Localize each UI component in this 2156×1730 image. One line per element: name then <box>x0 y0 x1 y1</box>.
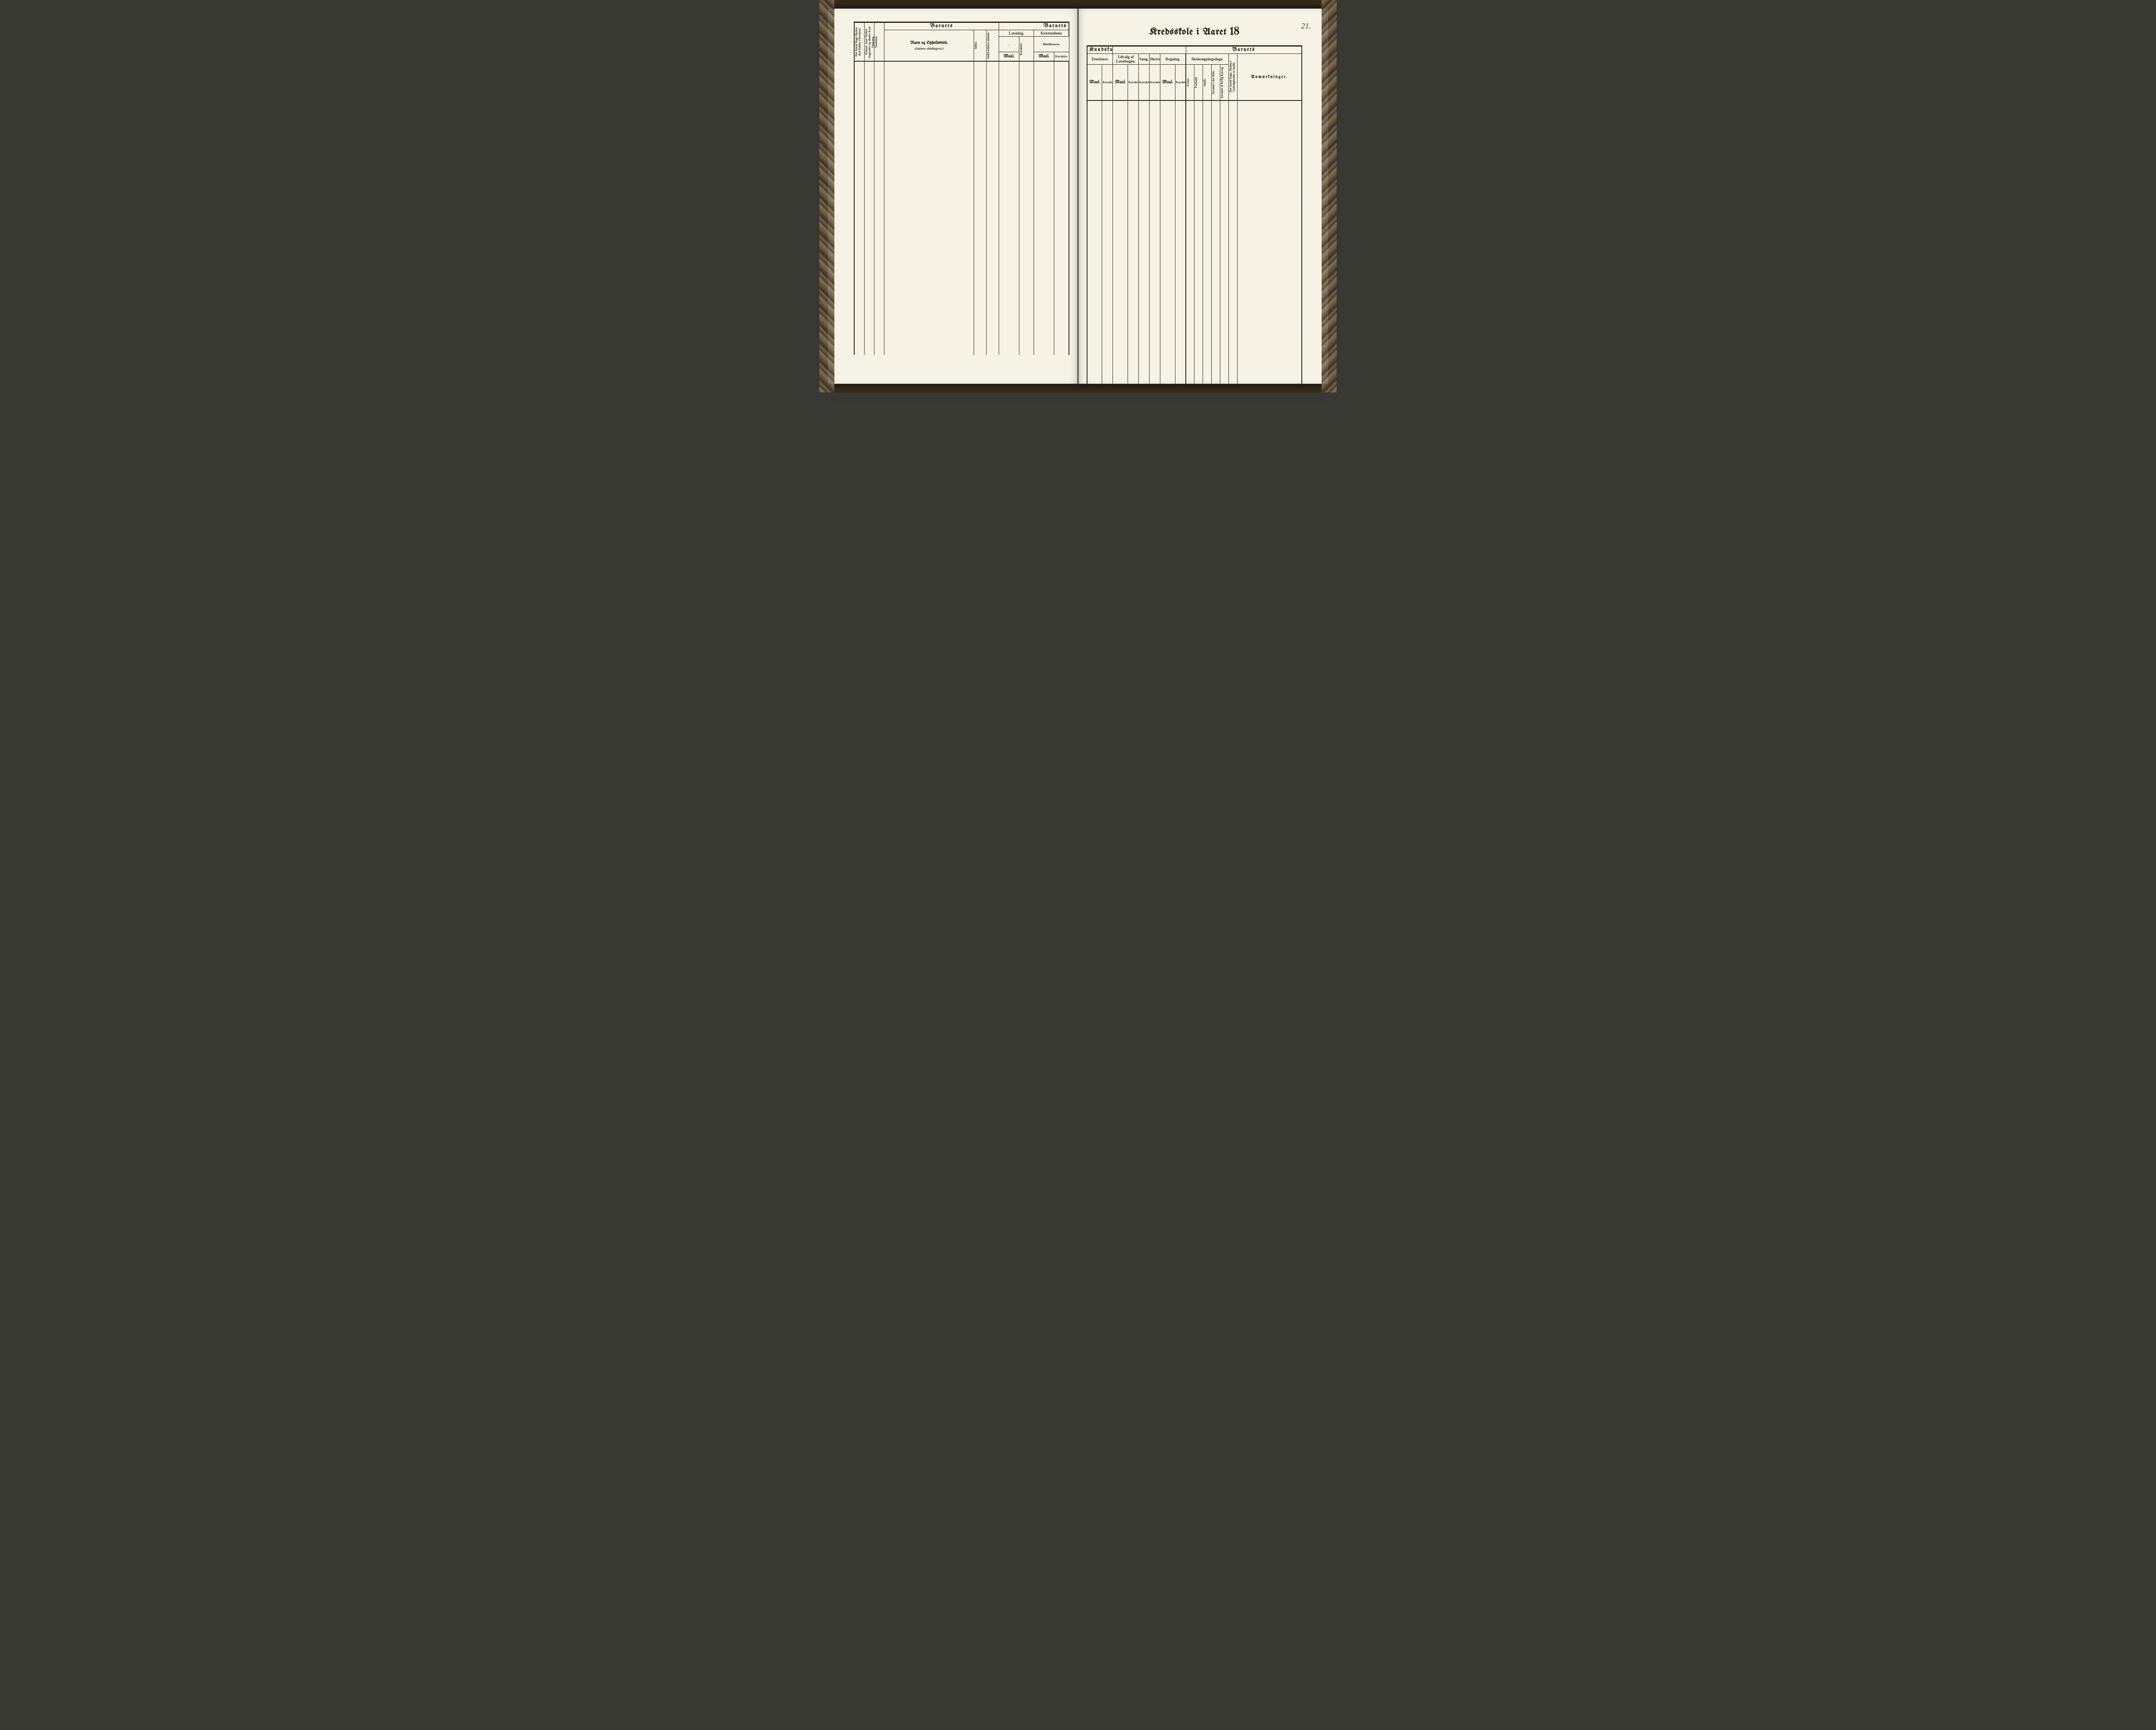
regning-kar: Karakter. <box>1176 81 1185 84</box>
forhold-heading: Forhold. <box>1195 76 1198 89</box>
alder-heading: Alder. <box>975 41 978 50</box>
barnets-heading-left: Barnets <box>884 23 999 30</box>
troeslaere-kar: Karakter. <box>1103 81 1112 84</box>
laesning-sub: . <box>999 37 1019 52</box>
udvalg-maal: Maal. <box>1113 65 1128 100</box>
bibel-maal: Maal. <box>1034 52 1054 61</box>
navn-heading: Navn og Opholdssted. <box>885 41 974 45</box>
indtr-heading: Indtrædelses-datum. <box>987 31 990 60</box>
marbled-edge-right <box>1322 0 1337 392</box>
skrivning-heading: Skrivning. <box>1149 54 1160 65</box>
left-ledger-body <box>854 62 1069 355</box>
forsomt2-heading: forsømt af lovlig Aarsag. <box>1221 66 1224 99</box>
cover-edge-top <box>819 0 1337 5</box>
kristendoms-heading: Kristendoms <box>1034 30 1069 37</box>
title-year: 18 <box>1230 26 1240 38</box>
sang-heading: Sang. <box>1139 54 1150 65</box>
left-header-table: Det Antal Dage Skolen skal holdes i Kred… <box>854 22 1069 61</box>
right-ledger-body <box>1087 101 1302 384</box>
regning-heading: Regning. <box>1160 54 1186 65</box>
right-page: 21. Kredsskole i Aaret 18 <box>1078 9 1328 384</box>
barnets-heading-right: Barnets <box>1186 47 1302 54</box>
mode-heading: møde. <box>1203 78 1207 87</box>
page-number: 21. <box>1301 22 1311 31</box>
title-prefix: Kredsskole i Aaret <box>1149 27 1227 37</box>
col-antal-dage: Det Antal Dage, Skolen i Virkeligheden e… <box>1229 59 1236 95</box>
navn-sub: (Anføres afdelingsvis.) <box>885 47 974 50</box>
left-table-header: Det Antal Dage Skolen skal holdes i Kred… <box>854 22 1069 62</box>
book-wrapper: Det Antal Dage Skolen skal holdes i Kred… <box>819 0 1337 392</box>
bibel-heading: Bibelhistorie. <box>1034 37 1069 52</box>
col-nummer: Nummer. <box>875 35 878 49</box>
udvalg-kar: Karakter. <box>1128 81 1138 84</box>
page-title: Kredsskole i Aaret 18 <box>1087 26 1302 38</box>
skriv-kar: Karakter. <box>1150 81 1159 84</box>
evner-heading: Evner. <box>1187 77 1190 87</box>
sang-kar: Karakter. <box>1139 81 1149 84</box>
right-header-table: Kundskaber. Barnets Troeslære. Udvalg af… <box>1087 46 1302 100</box>
marbled-edge-left <box>819 0 834 392</box>
udvalg-heading: Udvalg af Læsebogen. <box>1113 54 1139 65</box>
barnets-heading-left-2: Barnets <box>999 23 1069 30</box>
right-ledger-columns <box>1087 101 1302 384</box>
col-datum: Datum, naar Skolen begynder og slutter h… <box>865 24 874 60</box>
bibel-kar: Karakter. <box>1055 55 1069 58</box>
cover-edge-bottom <box>819 387 1337 392</box>
open-book: Det Antal Dage Skolen skal holdes i Kred… <box>828 9 1328 384</box>
troeslaere-maal: Maal. <box>1087 65 1102 100</box>
regning-maal: Maal. <box>1160 65 1175 100</box>
col-days-school: Det Antal Dage Skolen skal holdes i Kred… <box>855 24 862 60</box>
laesning-kar: Karakter. <box>1020 42 1023 56</box>
skolesog-heading: Skolesøgningsdage. <box>1186 54 1229 65</box>
left-ledger-columns <box>854 62 1069 355</box>
troeslaere-heading: Troeslære. <box>1087 54 1113 65</box>
forsomt1-heading: forsømt i det Hele. <box>1212 69 1216 95</box>
laesning-maal: Maal. <box>999 52 1019 61</box>
laesning-heading: Læsning. <box>999 30 1034 37</box>
anm-heading: Anmærkninger. <box>1237 54 1302 100</box>
right-table-header: Kundskaber. Barnets Troeslære. Udvalg af… <box>1087 45 1302 101</box>
left-page: Det Antal Dage Skolen skal holdes i Kred… <box>828 9 1078 384</box>
book-spine <box>1077 9 1079 384</box>
kundskaber-heading: Kundskaber. <box>1087 47 1113 54</box>
